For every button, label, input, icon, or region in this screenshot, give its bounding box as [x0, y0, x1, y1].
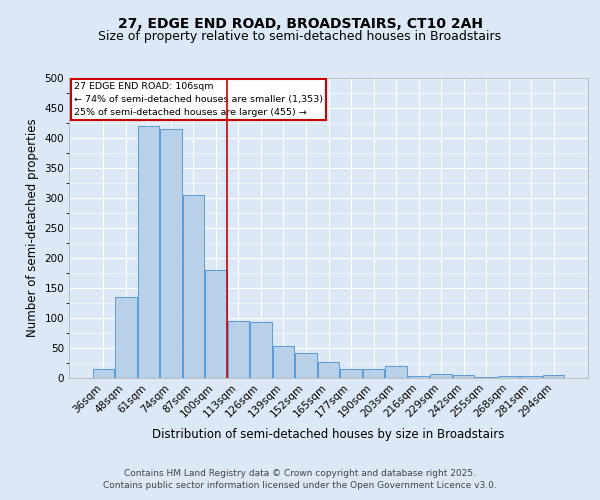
- Bar: [498, 376, 520, 378]
- Bar: [475, 377, 497, 378]
- Bar: [520, 376, 542, 378]
- Bar: [273, 346, 294, 378]
- Bar: [543, 375, 565, 378]
- Text: 27, EDGE END ROAD, BROADSTAIRS, CT10 2AH: 27, EDGE END ROAD, BROADSTAIRS, CT10 2AH: [118, 18, 482, 32]
- Bar: [363, 368, 384, 378]
- X-axis label: Distribution of semi-detached houses by size in Broadstairs: Distribution of semi-detached houses by …: [152, 428, 505, 440]
- Bar: [137, 126, 159, 378]
- Bar: [408, 376, 429, 378]
- Bar: [92, 368, 114, 378]
- Bar: [385, 366, 407, 378]
- Bar: [205, 270, 227, 378]
- Bar: [295, 353, 317, 378]
- Bar: [160, 128, 182, 378]
- Bar: [182, 194, 204, 378]
- Bar: [250, 322, 272, 378]
- Bar: [228, 320, 249, 378]
- Y-axis label: Number of semi-detached properties: Number of semi-detached properties: [26, 118, 39, 337]
- Text: Size of property relative to semi-detached houses in Broadstairs: Size of property relative to semi-detach…: [98, 30, 502, 43]
- Bar: [430, 374, 452, 378]
- Bar: [340, 368, 362, 378]
- Bar: [318, 362, 339, 378]
- Bar: [453, 374, 475, 378]
- Bar: [115, 296, 137, 378]
- Text: 27 EDGE END ROAD: 106sqm
← 74% of semi-detached houses are smaller (1,353)
25% o: 27 EDGE END ROAD: 106sqm ← 74% of semi-d…: [74, 82, 323, 118]
- Text: Contains HM Land Registry data © Crown copyright and database right 2025.
Contai: Contains HM Land Registry data © Crown c…: [103, 469, 497, 490]
